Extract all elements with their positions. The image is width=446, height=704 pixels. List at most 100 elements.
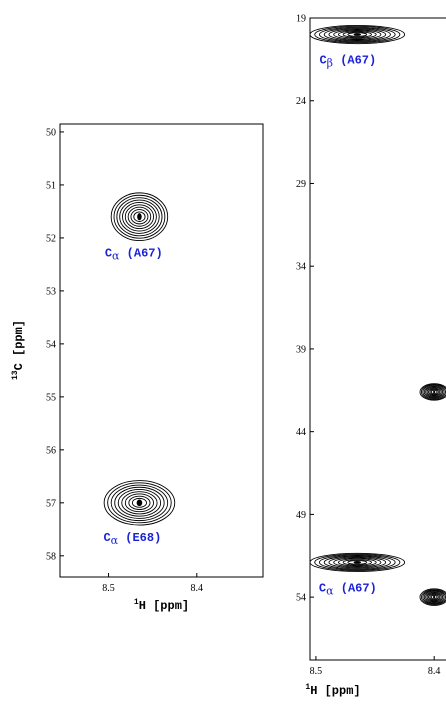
panel2-peak-3 — [419, 588, 446, 606]
panel2-peak-label-res: (A67) — [333, 54, 376, 68]
panel2-contour-line — [328, 556, 387, 569]
panel1-contour-line — [124, 493, 155, 513]
panel2-contour-line — [319, 554, 396, 571]
panel2-contour-line — [430, 595, 438, 600]
panel2-contour-line — [347, 560, 368, 565]
panel2-ytick-label: 19 — [296, 14, 306, 25]
panel1-peak-center — [137, 213, 142, 221]
panel2-peak-label-atom: C — [319, 54, 326, 68]
panel2-frame — [309, 17, 446, 661]
panel1-peak-label: Cα (A67) — [105, 247, 163, 263]
panel1-peak-label-atom: C — [105, 247, 112, 261]
panel2-contour-line — [419, 588, 446, 606]
panel1-contour-line — [116, 197, 163, 237]
panel2-peak-label-res: (A67) — [334, 581, 377, 595]
panel2-contour-line — [310, 552, 406, 572]
panel1-contour-line — [133, 211, 146, 222]
panel2-peak-center — [353, 33, 362, 36]
panel2-contour-line — [425, 591, 444, 603]
panel2-contour-line — [328, 28, 387, 41]
panel1-ytick-label: 50 — [46, 127, 56, 138]
panel1-contour-line — [121, 491, 158, 515]
panel1-peak-label-sub: α — [111, 534, 119, 547]
panel2-ytick-label: 34 — [296, 262, 306, 273]
panel2-xtick-label: 8.4 — [428, 666, 441, 677]
panel1-peak-label: Cα (E68) — [103, 531, 161, 547]
panel2-contour-line — [423, 385, 445, 399]
panel1-contour-line — [103, 480, 176, 526]
panel2-xtick-label: 8.5 — [310, 666, 323, 677]
panel2-contour-line — [337, 558, 377, 567]
panel1-contour-line — [124, 204, 155, 230]
panel2-peak-center — [433, 595, 436, 599]
panel1-xlabel: 1H [ppm] — [134, 598, 189, 613]
panel1-xlabel-isotope: 1 — [134, 598, 139, 607]
panel2-ytick-label: 54 — [296, 593, 306, 604]
panel2-peak-label-sub: β — [327, 57, 333, 70]
panel2-contour-line — [314, 553, 401, 572]
panel2-peak-2 — [419, 383, 446, 401]
panel2-peak-label: Cβ (A67) — [319, 54, 376, 70]
panel1-peak-center — [136, 499, 143, 507]
panel2-peak-center — [353, 561, 362, 564]
panel1-contour-line — [127, 206, 152, 227]
panel1-xtick-label: 8.5 — [102, 583, 115, 594]
panel1-contour-line — [117, 489, 162, 517]
panel2-contour-line — [426, 387, 442, 397]
panel1-ytick-label: 57 — [46, 498, 56, 509]
panel1-ytick-label: 56 — [46, 445, 56, 456]
panel2-contour-line — [323, 555, 391, 570]
panel1-peak-1 — [103, 480, 176, 526]
panel2-contour-line — [310, 24, 406, 45]
panel2-contour-line — [342, 559, 372, 566]
panel2-xlabel: 1H [ppm] — [305, 683, 360, 698]
panel2-ytick-label: 49 — [296, 510, 306, 521]
panel2-contour-line — [425, 386, 444, 398]
panel2-contour-line — [420, 384, 446, 400]
panel2-peak-label: Cα (A67) — [319, 581, 377, 597]
panel1-contours — [103, 192, 176, 526]
panel2-contour-line — [337, 30, 377, 39]
panel2-contour-line — [429, 594, 439, 601]
panel2-contour-line — [323, 27, 391, 42]
panel2-peak-center — [433, 390, 436, 394]
panel1-frame — [59, 123, 264, 578]
panel1-contour-line — [119, 199, 160, 234]
panel1-ylabel-isotope: 13 — [11, 370, 20, 380]
panel2-contour-line — [426, 592, 442, 602]
panel1-xtick-label: 8.4 — [191, 583, 204, 594]
panel1-peak-label-res: (E68) — [118, 531, 161, 545]
panel2-ytick-label: 29 — [296, 179, 306, 190]
panel2-contour-line — [423, 590, 445, 604]
panel2-contour-line — [430, 389, 438, 395]
panel1-ylabel-text: C [ppm] — [12, 320, 26, 370]
panel2-xlabel-text: H [ppm] — [310, 684, 360, 698]
panel2-contour-line — [333, 29, 382, 40]
panel2-ytick-label: 24 — [296, 96, 306, 107]
panel1-peak-label-res: (A67) — [119, 247, 162, 261]
panel1-peak-label-atom: C — [103, 531, 110, 545]
panel1-ylabel: 13C [ppm] — [11, 320, 26, 380]
panel1-ytick-label: 53 — [46, 286, 56, 297]
panel1-ytick-label: 55 — [46, 392, 56, 403]
panel1-peak-label-sub: α — [112, 250, 120, 263]
panel2-contour-line — [314, 25, 401, 44]
panel1-ytick-label: 52 — [46, 233, 56, 244]
panel2-contour-line — [347, 32, 368, 37]
panel1-contour-line — [113, 194, 166, 239]
panel2-ytick-label: 44 — [296, 427, 306, 438]
panel2-peak-label-atom: C — [319, 581, 326, 595]
panel1-contour-line — [130, 209, 149, 225]
panel2-peak-0 — [310, 24, 406, 45]
panel2-contour-line — [319, 26, 396, 43]
panel1-contour-line — [107, 482, 172, 524]
panel2-contours — [310, 24, 446, 606]
panel1-contour-line — [110, 192, 169, 242]
panel1-contour-line — [110, 484, 169, 522]
panel2-peak-1 — [310, 552, 406, 572]
panel2-contour-line — [428, 388, 441, 396]
panel2-contour-line — [428, 593, 441, 601]
panel2-contour-line — [333, 557, 382, 568]
